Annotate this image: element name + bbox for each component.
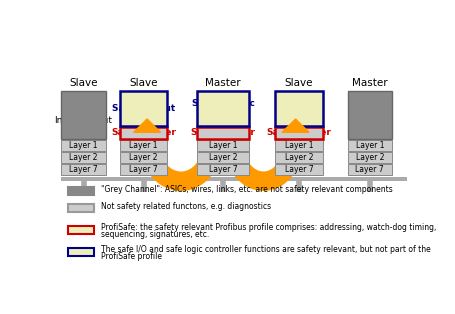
Bar [120, 140, 167, 151]
Text: Layer 1: Layer 1 [69, 141, 97, 150]
Bar [120, 91, 167, 126]
Text: Slave: Slave [284, 78, 313, 88]
Bar [347, 164, 391, 176]
Text: Safety-Layer: Safety-Layer [266, 128, 331, 138]
Bar [275, 91, 322, 126]
Text: Standard
Logic
Operation: Standard Logic Operation [346, 100, 391, 130]
Text: Safety Logic
Operation: Safety Logic Operation [191, 99, 254, 118]
Text: Layer 1: Layer 1 [284, 141, 313, 150]
Bar [67, 187, 94, 195]
Bar [120, 164, 167, 176]
Text: Layer 2: Layer 2 [69, 153, 97, 162]
Bar [197, 140, 248, 151]
Bar [67, 226, 94, 234]
Text: Layer 2: Layer 2 [208, 153, 237, 162]
Bar [61, 91, 106, 139]
Text: Layer 2: Layer 2 [355, 153, 383, 162]
Text: Layer 7: Layer 7 [354, 165, 383, 174]
Bar [197, 152, 248, 163]
Text: Layer 7: Layer 7 [69, 165, 98, 174]
Text: Layer 7: Layer 7 [129, 165, 157, 174]
Text: Layer 2: Layer 2 [129, 153, 157, 162]
Text: Slave: Slave [129, 78, 157, 88]
Bar [197, 127, 248, 139]
Bar [67, 248, 94, 256]
Text: Standard
Input/Output: Standard Input/Output [55, 106, 112, 125]
Polygon shape [282, 119, 308, 132]
Text: Layer 1: Layer 1 [355, 141, 383, 150]
Text: The safe I/O and safe logic controller functions are safety relevant, but not pa: The safe I/O and safe logic controller f… [101, 245, 430, 254]
Bar [275, 140, 322, 151]
Bar [347, 140, 391, 151]
Text: ProfiSafe profile: ProfiSafe profile [101, 252, 162, 261]
Bar [197, 164, 248, 176]
Text: Safety Input: Safety Input [112, 104, 175, 113]
Bar [275, 152, 322, 163]
Text: Layer 2: Layer 2 [284, 153, 313, 162]
Text: Safety-Layer: Safety-Layer [111, 128, 176, 138]
Bar [197, 91, 248, 126]
Text: Safety
Output: Safety Output [281, 99, 316, 118]
Bar [61, 164, 106, 176]
Bar [347, 91, 391, 139]
Bar [67, 204, 94, 212]
Text: Not safety related functons, e.g. diagnostics: Not safety related functons, e.g. diagno… [101, 202, 271, 211]
Text: Layer 7: Layer 7 [284, 165, 313, 174]
Bar [275, 164, 322, 176]
Text: Layer 1: Layer 1 [208, 141, 237, 150]
Text: Master: Master [351, 78, 387, 88]
Text: Layer 7: Layer 7 [208, 165, 237, 174]
Text: ProfiSafe: the safety relevant Profibus profile comprises: addressing, watch-dog: ProfiSafe: the safety relevant Profibus … [101, 224, 435, 232]
Text: Safety-Layer: Safety-Layer [190, 128, 255, 138]
Bar [120, 127, 167, 139]
Text: Layer 1: Layer 1 [129, 141, 157, 150]
Text: sequencing, signatures, etc.: sequencing, signatures, etc. [101, 230, 209, 239]
Text: Slave: Slave [69, 78, 97, 88]
Polygon shape [133, 119, 160, 132]
Bar [347, 152, 391, 163]
Text: Master: Master [205, 78, 240, 88]
Bar [61, 152, 106, 163]
Bar [120, 152, 167, 163]
Bar [61, 140, 106, 151]
Bar [275, 127, 322, 139]
Text: "Grey Channel": ASICs, wires, links, etc. are not safety relevant components: "Grey Channel": ASICs, wires, links, etc… [101, 185, 392, 194]
Bar [61, 177, 406, 181]
